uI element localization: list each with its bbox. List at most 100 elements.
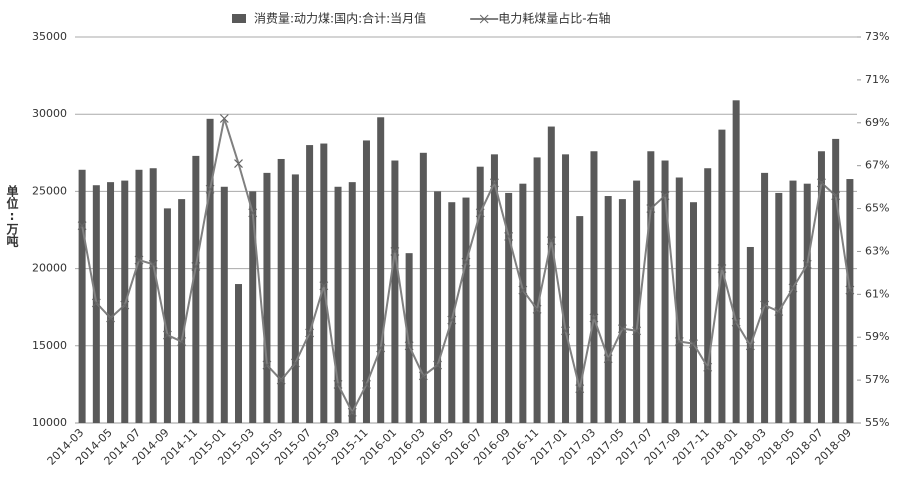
bar (291, 174, 299, 423)
legend-swatch (232, 14, 246, 23)
marker (817, 178, 826, 188)
marker (262, 360, 272, 370)
y-tick-label: 30000 (32, 107, 67, 120)
marker (148, 259, 158, 269)
marker (162, 330, 172, 340)
bar (803, 183, 811, 423)
y2-tick-label: 71% (865, 73, 889, 86)
bar (220, 186, 228, 423)
legend-label: 消费量:动力煤:国内:合计:当月值 (254, 11, 426, 26)
y-tick-label: 25000 (32, 184, 67, 197)
bar (348, 182, 356, 423)
bar (562, 154, 570, 423)
marker (546, 236, 556, 246)
bar (618, 199, 626, 423)
marker (561, 326, 570, 336)
bar (505, 192, 513, 423)
bar (476, 166, 484, 424)
bar (633, 180, 641, 423)
marker (632, 326, 642, 336)
bar (334, 186, 342, 423)
y2-tick-label: 57% (865, 373, 889, 386)
bar (590, 151, 598, 424)
marker (589, 313, 599, 323)
marker (760, 300, 770, 310)
marker (504, 232, 514, 241)
marker (219, 114, 229, 123)
marker (674, 337, 684, 346)
y2-tick-label: 55% (865, 416, 889, 429)
bar (434, 191, 442, 423)
bar (718, 129, 726, 423)
y-tick-label: 15000 (32, 339, 67, 352)
marker (205, 184, 215, 194)
marker (290, 358, 300, 368)
marker (376, 343, 386, 353)
marker (646, 204, 656, 213)
bar (391, 160, 399, 423)
bar (789, 180, 797, 423)
bar (661, 160, 669, 423)
y2-tick-label: 61% (865, 287, 889, 300)
marker (490, 178, 499, 188)
marker (404, 341, 414, 351)
marker (518, 285, 528, 295)
marker (802, 259, 812, 269)
bar (647, 151, 655, 424)
y-tick-label: 10000 (32, 416, 67, 429)
marker (532, 304, 542, 314)
y2-tick-label: 73% (865, 30, 889, 43)
bar (206, 118, 214, 423)
marker (831, 191, 841, 201)
bar (107, 182, 115, 423)
marker (248, 208, 258, 218)
y-tick-label: 20000 (32, 262, 67, 275)
marker (447, 315, 457, 325)
marker (347, 407, 357, 417)
marker (418, 371, 428, 381)
bar (846, 179, 854, 423)
marker (120, 300, 130, 310)
y-tick-label: 35000 (32, 30, 67, 43)
bar (263, 172, 271, 423)
bar (576, 216, 584, 423)
marker (106, 313, 115, 323)
marker (191, 262, 201, 271)
marker (319, 281, 329, 291)
marker (177, 337, 187, 346)
bar (462, 197, 470, 423)
bar (775, 192, 783, 423)
marker (390, 247, 400, 256)
bar (405, 253, 413, 423)
bar (306, 145, 314, 423)
marker (77, 221, 87, 231)
bar (163, 208, 171, 423)
marker (788, 283, 798, 293)
marker (689, 339, 698, 349)
marker (333, 379, 343, 389)
bar (377, 117, 385, 424)
marker (717, 264, 727, 274)
bar (362, 140, 370, 423)
bar (519, 183, 527, 423)
bar (832, 138, 840, 424)
y2-tick-label: 69% (865, 116, 889, 129)
bar (149, 168, 157, 423)
marker (234, 159, 243, 168)
bar (689, 202, 697, 423)
bar (277, 158, 285, 423)
marker (731, 317, 741, 327)
bar (547, 126, 555, 423)
marker (461, 257, 471, 267)
marker (603, 354, 613, 364)
y-axis-label: 单位:万吨 (5, 185, 19, 247)
legend-marker (479, 14, 489, 24)
bar (78, 169, 86, 423)
bar (604, 196, 612, 423)
marker (475, 208, 485, 218)
bar (448, 202, 456, 423)
bar (419, 152, 427, 424)
bar (192, 155, 200, 423)
bar (675, 177, 683, 423)
